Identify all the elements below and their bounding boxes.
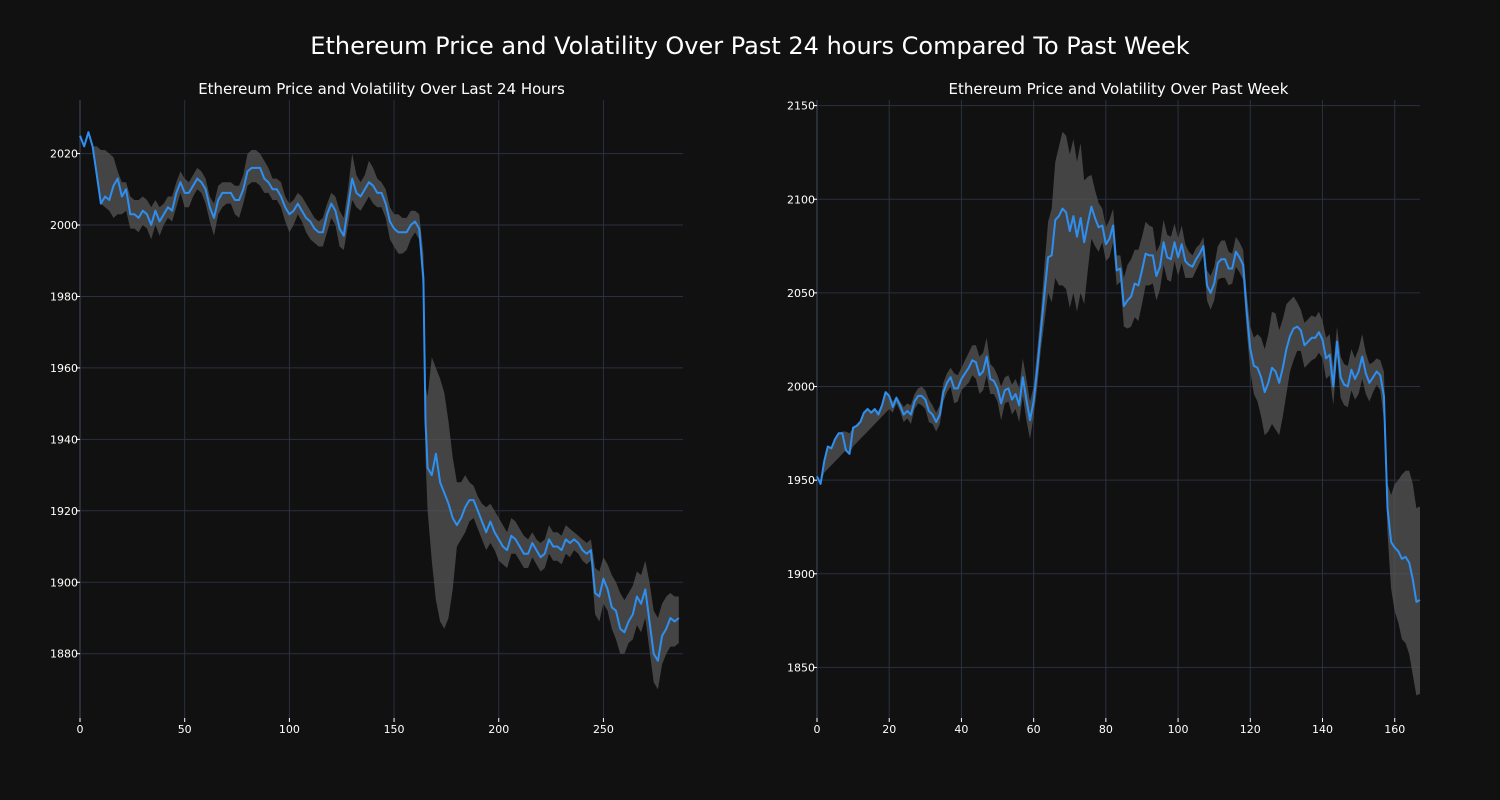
x-tick-label: 20	[882, 723, 896, 736]
x-tick-label: 150	[384, 723, 405, 736]
x-tick-label: 0	[814, 723, 821, 736]
y-tick-label: 1850	[787, 661, 815, 674]
volatility-band	[80, 132, 679, 690]
volatility-band	[817, 131, 1420, 696]
x-tick-label: 120	[1240, 723, 1261, 736]
x-tick-label: 250	[593, 723, 614, 736]
y-tick-label: 1900	[50, 576, 78, 589]
chart-title: Ethereum Price and Volatility Over Last …	[198, 80, 565, 98]
y-tick-label: 2000	[50, 219, 78, 232]
x-tick-label: 200	[488, 723, 509, 736]
y-tick-label: 1950	[787, 474, 815, 487]
chart-panel-1: 0 50 100 150 200 250 1880 1900 1920 1940 1960 1980 2…	[50, 80, 683, 736]
figure-title: Ethereum Price and Volatility Over Past …	[310, 32, 1190, 60]
x-tick-label: 0	[77, 723, 84, 736]
y-tick-label: 1940	[50, 433, 78, 446]
y-tick-label: 2150	[787, 100, 815, 113]
y-tick-label: 1920	[50, 505, 78, 518]
x-tick-label: 100	[279, 723, 300, 736]
y-tick-label: 2020	[50, 148, 78, 161]
y-tick-label: 1900	[787, 568, 815, 581]
chart-title: Ethereum Price and Volatility Over Past …	[949, 80, 1289, 98]
price-line	[79, 131, 680, 662]
x-tick-label: 160	[1384, 723, 1405, 736]
x-tick-label: 140	[1312, 723, 1333, 736]
y-tick-label: 2050	[787, 287, 815, 300]
x-tick-label: 50	[178, 723, 192, 736]
y-tick-label: 2100	[787, 193, 815, 206]
y-tick-label: 2000	[787, 381, 815, 394]
x-tick-label: 100	[1168, 723, 1189, 736]
price-line	[816, 205, 1421, 603]
y-tick-label: 1960	[50, 362, 78, 375]
x-tick-label: 40	[954, 723, 968, 736]
x-tick-label: 80	[1099, 723, 1113, 736]
y-tick-label: 1980	[50, 290, 78, 303]
y-tick-label: 1880	[50, 648, 78, 661]
chart-panel-2: 0 20 40 60 80 100 120 140 160 1850 1900 1950 2000 205…	[787, 80, 1421, 736]
x-tick-label: 60	[1027, 723, 1041, 736]
